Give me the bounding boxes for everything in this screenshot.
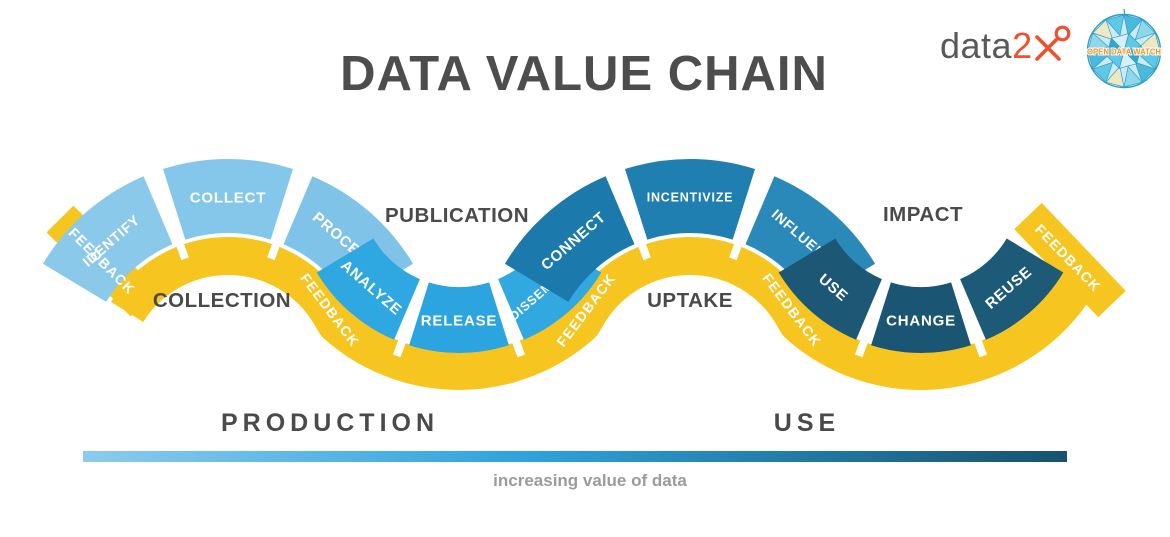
segment-label: RELEASE: [421, 312, 497, 329]
segment-label: COLLECT: [190, 189, 266, 206]
segment-divider: [609, 165, 651, 261]
data2x-logo: data2: [940, 25, 1071, 66]
segment-collect: [163, 158, 293, 240]
odw-facet: [1123, 14, 1143, 37]
segment-divider: [147, 165, 189, 261]
odw-facet: [1087, 50, 1110, 70]
use-label: USE: [773, 409, 841, 437]
segment-divider: [392, 273, 431, 358]
production-label: PRODUCTION: [220, 409, 440, 437]
odw-facet: [1105, 14, 1125, 37]
data2x-wordmark-gray: data: [940, 25, 1013, 66]
odw-facet: [1105, 65, 1125, 88]
odw-facet: [1092, 19, 1114, 41]
segment-incentivize: [625, 158, 755, 240]
odw-facet: [1123, 65, 1143, 88]
data2x-wordmark: data2: [940, 25, 1033, 66]
value-gradient-bar: [83, 451, 1067, 462]
odw-banner-text: OPEN DATA WATCH: [1087, 47, 1161, 57]
gradient-caption: increasing value of data: [493, 471, 687, 490]
open-data-watch-logo: OPEN DATA WATCH: [1086, 8, 1162, 89]
segment-analyze: [316, 238, 420, 340]
segment-divider: [267, 165, 309, 261]
odw-facet: [1087, 32, 1110, 52]
odw-facet: [1134, 19, 1156, 41]
odw-facet: [1138, 32, 1161, 52]
segment-identify: [42, 176, 173, 302]
segment-divider: [487, 273, 526, 358]
odw-mosaic-icon: [1087, 14, 1161, 88]
segment-release: [409, 282, 509, 353]
stage-label-impact: IMPACT: [883, 203, 963, 226]
segment-change: [871, 282, 971, 353]
stage-label-collection: COLLECTION: [153, 289, 291, 312]
stage-label-uptake: UPTAKE: [647, 289, 733, 312]
segment-label: CHANGE: [886, 312, 956, 329]
odw-facet: [1110, 33, 1130, 52]
page-title: DATA VALUE CHAIN: [340, 47, 828, 101]
data2x-wordmark-2: 2: [1012, 25, 1033, 66]
segment-use: [778, 238, 882, 340]
data2x-x-icon: [1035, 25, 1071, 61]
odw-facet: [1138, 50, 1161, 70]
segment-divider: [949, 273, 988, 358]
segment-reuse: [960, 238, 1064, 340]
segment-label: INCENTIVIZE: [647, 190, 734, 204]
odw-facet: [1092, 61, 1114, 83]
segment-connect: [504, 176, 635, 302]
segment-divider: [729, 165, 771, 261]
stage-label-publication: PUBLICATION: [385, 204, 529, 227]
odw-facet: [1134, 61, 1156, 83]
segment-divider: [854, 273, 893, 358]
